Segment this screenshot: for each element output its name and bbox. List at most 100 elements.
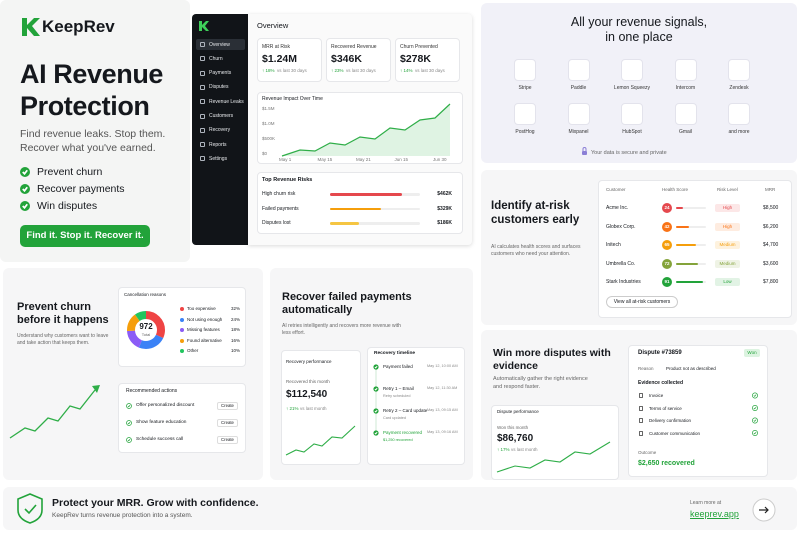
create-button[interactable]: Create: [217, 419, 238, 427]
score-bar: [676, 281, 704, 283]
risk-label: Failed payments: [262, 205, 299, 212]
nav-item: Customers: [209, 113, 234, 119]
event-label: Payment recovered: [383, 430, 423, 435]
create-button[interactable]: Create: [217, 436, 238, 444]
at-risk-body: AI calculates health scores and surfaces…: [491, 244, 581, 257]
sparkline-arrow: [92, 385, 100, 393]
mrr-value: $3,600: [763, 260, 779, 267]
score-badge: 42: [662, 221, 672, 232]
column-header: Risk Level: [717, 187, 738, 192]
kpi-label: Churn Prevented: [400, 44, 438, 50]
donut-total: 972: [139, 322, 153, 331]
dispute-performance-card: [491, 405, 619, 480]
score-badge: 24: [662, 203, 672, 213]
hero-title: AI Revenue Protection: [20, 59, 164, 121]
kpi-label: Recovered Revenue: [331, 44, 377, 50]
risk-label: Disputes lost: [262, 220, 291, 226]
check-mark: [753, 419, 757, 422]
dispute-card: [628, 345, 768, 477]
score-badge: 91: [662, 277, 672, 287]
shield-check: [24, 504, 37, 515]
risk-track: [330, 222, 420, 225]
kpi-card: [395, 38, 460, 82]
at-risk-title: Identify at-risk customers early: [491, 200, 580, 226]
performance-label: Recovered this month: [286, 379, 330, 384]
score-bar: [676, 262, 698, 265]
brand-name: KeepRev: [42, 17, 115, 36]
reason-label: Not using enough: [187, 316, 223, 322]
risk-badge: High: [715, 222, 740, 231]
risk-value: $329K: [437, 205, 452, 212]
create-button[interactable]: Create: [217, 402, 238, 410]
check-icon: [126, 420, 132, 426]
chart-area: [282, 104, 450, 156]
app-name: Lemon Squeezy: [613, 85, 651, 91]
cta-button[interactable]: Find it. Stop it. Recover it.: [20, 225, 150, 247]
check-mark: [22, 186, 28, 193]
score-track: [676, 225, 706, 228]
app-icon: [674, 59, 697, 81]
nav-icon: [200, 99, 205, 105]
check-mark: [374, 365, 378, 369]
evidence-item: Customer communication: [649, 430, 701, 436]
risk-value: $186K: [437, 220, 452, 226]
check-mark: [127, 438, 131, 442]
nav-item: Overview: [209, 41, 230, 48]
y-tick-label: $1.5M: [262, 106, 275, 111]
nav-icon: [200, 84, 205, 90]
lock-shackle: [582, 147, 587, 151]
x-tick-label: May 15: [317, 157, 333, 162]
reason-label: Missing features: [187, 327, 220, 332]
footer-url[interactable]: keeprev.app: [690, 509, 739, 519]
app-icon: [567, 103, 590, 125]
score-bar: [676, 207, 684, 209]
event-date: May 12, 11:30 AM: [427, 386, 458, 390]
app-name: Mixpanel: [568, 129, 589, 135]
check-mark: [374, 431, 378, 435]
event-note: Retry scheduled: [383, 394, 411, 398]
event-date: May 13, 09:16 AM: [427, 430, 458, 434]
logo: [22, 18, 40, 36]
check-icon: [752, 430, 758, 436]
score-track: [676, 207, 706, 209]
feature: Recover payments: [37, 183, 125, 195]
nav-item: Payments: [209, 70, 232, 77]
mrr-value: $7,800: [763, 279, 779, 285]
shield-icon: [17, 493, 43, 524]
chart-line: [281, 103, 451, 157]
sidebar: [192, 14, 248, 245]
doc-icon: [639, 430, 643, 436]
app-name: and more: [728, 129, 750, 135]
customer-name: Stark Industries: [606, 279, 641, 285]
donut-total-label: Total: [141, 332, 151, 337]
risk-bar: [330, 193, 402, 196]
nav-icon: [200, 127, 205, 133]
outcome-value: $2,650 recovered: [638, 460, 695, 467]
legend-dot: [180, 317, 184, 322]
reason-value: 16%: [230, 337, 240, 343]
chart-title: Revenue Impact Over Time: [262, 96, 323, 102]
risk-badge: Medium: [715, 259, 740, 268]
risk-value: $462K: [437, 191, 452, 197]
app-icon: [514, 59, 536, 81]
performance-note: vs last month: [300, 406, 327, 411]
risk-bar: [330, 207, 382, 210]
donut-segment: [127, 311, 165, 349]
check-mark: [374, 409, 378, 413]
kpi-card: [326, 38, 391, 82]
nav-item: Settings: [209, 155, 228, 162]
check-mark: [22, 203, 28, 210]
reason-value: 10%: [230, 348, 240, 353]
view-button[interactable]: View all at-risk customers: [606, 296, 678, 308]
legend-dot: [180, 307, 184, 311]
risk-bar: [330, 222, 359, 225]
check-mark: [127, 404, 131, 408]
event-date: May 12, 10:00 AM: [427, 364, 458, 368]
actions-title: Recommended actions: [126, 388, 178, 394]
nav-item: Disputes: [209, 84, 229, 91]
check-icon: [752, 405, 758, 411]
reason-value: 24%: [230, 316, 240, 322]
hero-panel: [0, 0, 190, 262]
reason-value: Product not as described: [666, 366, 716, 371]
